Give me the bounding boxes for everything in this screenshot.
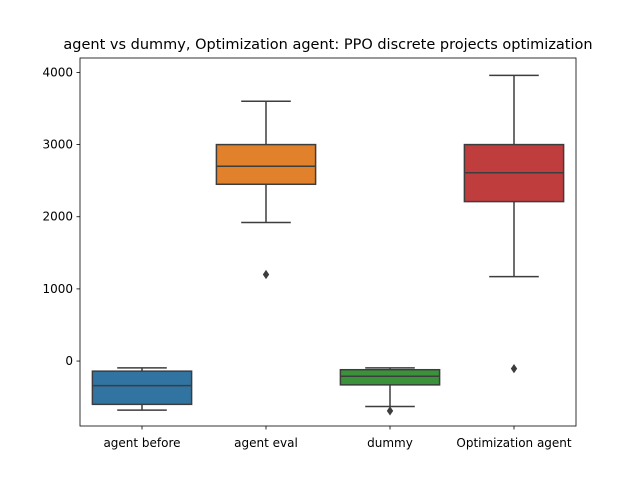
box-agent-before <box>91 367 193 411</box>
chart-title: agent vs dummy, Optimization agent: PPO … <box>63 37 592 53</box>
box-body <box>215 143 317 186</box>
plot-area <box>91 74 565 416</box>
box-body <box>91 370 193 406</box>
box-body <box>339 368 441 386</box>
x-tick-label: agent eval <box>234 436 298 450</box>
y-axis: 0 1000 2000 3000 4000 <box>42 65 80 368</box>
x-tick-label: Optimization agent <box>456 436 572 450</box>
x-tick-label: agent before <box>103 436 180 450</box>
y-tick-label: 0 <box>65 354 73 368</box>
x-axis: agent before agent eval dummy Optimization … <box>103 426 572 450</box>
outlier-marker <box>262 269 270 280</box>
box-agent-eval <box>215 100 317 280</box>
outlier-marker <box>510 364 518 374</box>
outlier-marker <box>386 406 394 416</box>
y-tick-label: 2000 <box>42 210 73 224</box>
y-tick-label: 4000 <box>42 65 73 79</box>
box-dummy <box>339 367 441 416</box>
y-tick-label: 3000 <box>42 138 73 152</box>
x-tick-label: dummy <box>367 436 413 450</box>
axes-frame <box>79 57 577 427</box>
box-optimization-agent <box>463 74 565 374</box>
y-tick-label: 1000 <box>42 282 73 296</box>
